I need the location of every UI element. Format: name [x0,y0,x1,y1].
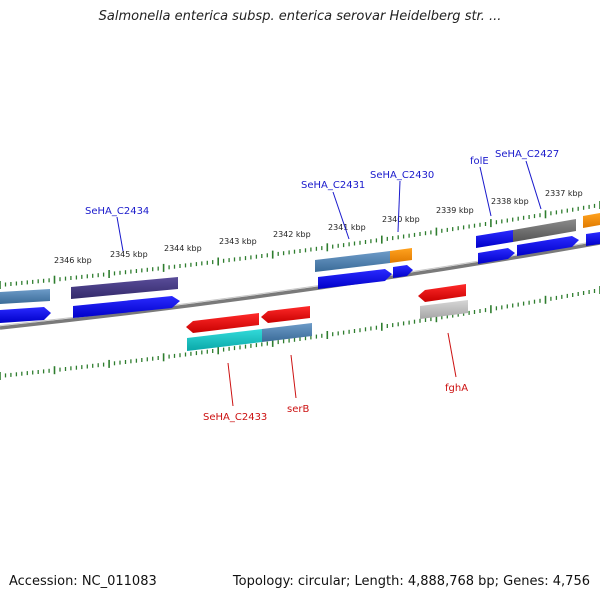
cds-arrow[interactable] [73,296,180,318]
gene-box[interactable] [513,219,576,242]
cds-arrow[interactable] [517,236,579,256]
gene-label[interactable]: SeHA_C2434 [85,206,149,217]
scale-label: 2344 kbp [164,244,202,253]
gene-label[interactable]: SeHA_C2427 [495,149,559,160]
gene-label[interactable]: SeHA_C2431 [301,180,365,191]
gene-box[interactable] [315,251,390,272]
scale-label: 2339 kbp [436,206,474,215]
gene-label[interactable]: folE [470,156,489,167]
gene-label[interactable]: serB [287,404,309,415]
reverse-scale-ticks [0,286,600,380]
forward-gene-labels: SeHA_C2434 SeHA_C2431 SeHA_C2430 folE Se… [85,149,559,217]
genome-summary-text: Topology: circular; Length: 4,888,768 bp… [232,574,590,589]
genome-backbone [0,241,600,330]
gene-label[interactable]: SeHA_C2433 [203,412,267,423]
gene-label[interactable]: SeHA_C2430 [370,170,434,181]
gene-box[interactable] [476,230,513,248]
cds-arrow[interactable] [478,248,515,264]
cds-arrow[interactable] [261,306,310,323]
gene-box[interactable] [420,300,468,319]
forward-cds-track [0,232,600,323]
scale-label: 2341 kbp [328,223,366,232]
cds-arrow[interactable] [393,265,413,278]
gene-box[interactable] [583,213,600,228]
scale-label: 2346 kbp [54,256,92,265]
gene-box[interactable] [0,289,50,304]
gene-box[interactable] [262,323,312,342]
forward-scale-ticks [0,201,600,289]
accession-text: Accession: NC_011083 [9,574,157,589]
cds-arrow[interactable] [418,284,466,302]
cds-arrow[interactable] [318,269,392,289]
gene-box[interactable] [187,329,262,351]
cds-arrow[interactable] [0,307,51,323]
scale-label: 2337 kbp [545,189,583,198]
scale-label: 2338 kbp [491,197,529,206]
scale-label: 2343 kbp [219,237,257,246]
forward-category-track [0,213,600,304]
scale-labels: 2346 kbp 2345 kbp 2344 kbp 2343 kbp 2342… [54,189,583,265]
cds-arrow[interactable] [586,232,600,246]
reverse-gene-labels: SeHA_C2433 serB fghA [203,383,468,423]
scale-label: 2345 kbp [110,250,148,259]
label-leader-lines [116,160,542,407]
gene-box[interactable] [71,277,178,299]
gene-label[interactable]: fghA [445,383,468,394]
reverse-category-track [187,300,468,351]
reverse-cds-track [186,284,466,333]
map-title: Salmonella enterica subsp. enterica sero… [98,9,502,24]
cds-arrow[interactable] [186,313,259,333]
scale-label: 2340 kbp [382,215,420,224]
scale-label: 2342 kbp [273,230,311,239]
gene-box[interactable] [390,248,412,263]
